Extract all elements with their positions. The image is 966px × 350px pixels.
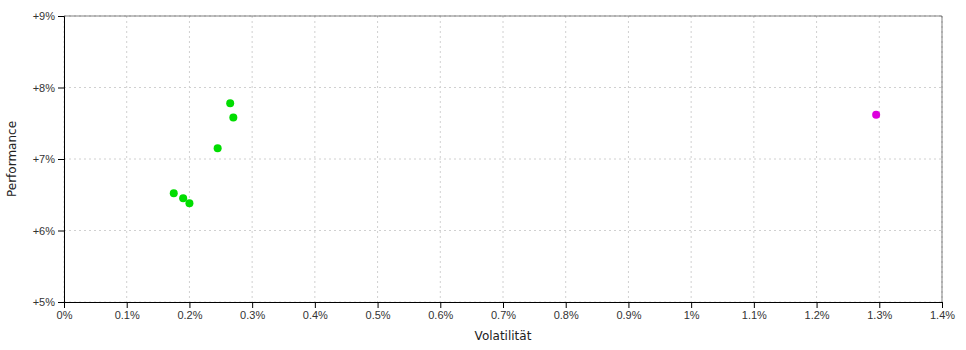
x-tick-label: 0.6%	[428, 309, 453, 321]
y-axis-title: Performance	[5, 121, 19, 197]
x-tick-label: 0.8%	[554, 309, 579, 321]
y-tick: +9%	[33, 10, 64, 22]
grid-line-x	[126, 16, 127, 302]
point	[185, 199, 193, 207]
x-tick: 1.3%	[867, 302, 892, 321]
y-tick: +8%	[33, 82, 64, 94]
grid	[64, 16, 942, 302]
x-tick-mark	[566, 302, 567, 308]
x-tick-mark	[127, 302, 128, 308]
point	[170, 189, 178, 197]
y-tick-mark	[58, 88, 64, 89]
y-axis-line	[58, 17, 65, 303]
x-tick-label: 0.1%	[115, 309, 140, 321]
grid-line-x	[377, 16, 378, 302]
y-tick-mark	[58, 159, 64, 160]
x-tick: 0.6%	[428, 302, 453, 321]
x-tick-label: 1.1%	[742, 309, 767, 321]
grid-line-y	[64, 230, 942, 231]
x-tick-mark	[252, 302, 253, 308]
y-tick-mark	[58, 231, 64, 232]
x-axis-title: Volatilität	[475, 329, 532, 343]
grid-line-y	[64, 159, 942, 160]
y-tick: +5%	[33, 296, 64, 308]
y-tick-label: +7%	[33, 153, 56, 165]
point	[179, 194, 187, 202]
x-tick: 1.4%	[930, 302, 955, 321]
y-tick: +7%	[33, 153, 64, 165]
grid-line-x	[628, 16, 629, 302]
x-tick: 1%	[684, 302, 700, 321]
grid-line-y	[64, 87, 942, 88]
x-tick-label: 0.9%	[616, 309, 641, 321]
x-tick-label: 1.2%	[805, 309, 830, 321]
x-tick: 0.5%	[366, 302, 391, 321]
y-tick-label: +5%	[33, 296, 56, 308]
x-tick-mark	[189, 302, 190, 308]
y-axis: +5% +6% +7% +8% +9%	[33, 10, 65, 308]
x-tick-mark	[315, 302, 316, 308]
x-tick: 0.7%	[491, 302, 516, 321]
point	[872, 111, 880, 119]
x-tick-label: 0%	[57, 309, 73, 321]
y-tick: +6%	[33, 225, 64, 237]
plot: 0% 0.1% 0.2% 0.3% 0.4% 0.5% 0.6% 0.7% 0.8% 0.9% 1%…	[33, 10, 956, 321]
chart: 0% 0.1% 0.2% 0.3% 0.4% 0.5% 0.6% 0.7% 0.8% 0.9% 1%…	[0, 0, 966, 350]
x-tick-mark	[503, 302, 504, 308]
points	[170, 99, 880, 207]
x-tick-label: 1.3%	[867, 309, 892, 321]
grid-line-x	[816, 16, 817, 302]
grid-line-x	[942, 16, 943, 302]
x-tick-label: 0.3%	[240, 309, 265, 321]
x-axis: 0% 0.1% 0.2% 0.3% 0.4% 0.5% 0.6% 0.7% 0.8% 0.9% 1%…	[57, 302, 956, 321]
point	[229, 114, 237, 122]
x-tick-mark	[754, 302, 755, 308]
x-tick-label: 0.4%	[303, 309, 328, 321]
x-tick: 0.4%	[303, 302, 328, 321]
x-tick-label: 1.4%	[930, 309, 955, 321]
x-tick-mark	[691, 302, 692, 308]
frame	[64, 16, 942, 17]
y-tick-label: +9%	[33, 10, 56, 22]
grid-line-x	[503, 16, 504, 302]
x-tick: 0.8%	[554, 302, 579, 321]
x-tick-mark	[942, 302, 943, 308]
y-tick-label: +6%	[33, 225, 56, 237]
series	[170, 99, 238, 207]
x-tick: 0%	[57, 302, 73, 321]
y-tick-label: +8%	[33, 82, 56, 94]
x-tick: 0.1%	[115, 302, 140, 321]
x-tick: 0.9%	[616, 302, 641, 321]
x-tick: 0.3%	[240, 302, 265, 321]
x-tick-label: 0.2%	[177, 309, 202, 321]
x-axis-line	[65, 303, 943, 309]
y-tick-mark	[58, 302, 64, 303]
point	[214, 144, 222, 152]
grid-line-x	[252, 16, 253, 302]
x-tick-label: 1%	[684, 309, 700, 321]
x-tick: 1.1%	[742, 302, 767, 321]
x-tick: 1.2%	[805, 302, 830, 321]
x-tick-mark	[628, 302, 629, 308]
frame	[942, 16, 943, 302]
x-tick-mark	[817, 302, 818, 308]
x-tick-label: 0.7%	[491, 309, 516, 321]
y-tick-mark	[58, 16, 64, 17]
x-tick-mark	[879, 302, 880, 308]
x-tick: 0.2%	[177, 302, 202, 321]
x-tick-label: 0.5%	[366, 309, 391, 321]
x-tick-mark	[440, 302, 441, 308]
point	[226, 99, 234, 107]
grid-line-y	[64, 16, 942, 17]
series	[872, 111, 880, 119]
x-tick-mark	[378, 302, 379, 308]
